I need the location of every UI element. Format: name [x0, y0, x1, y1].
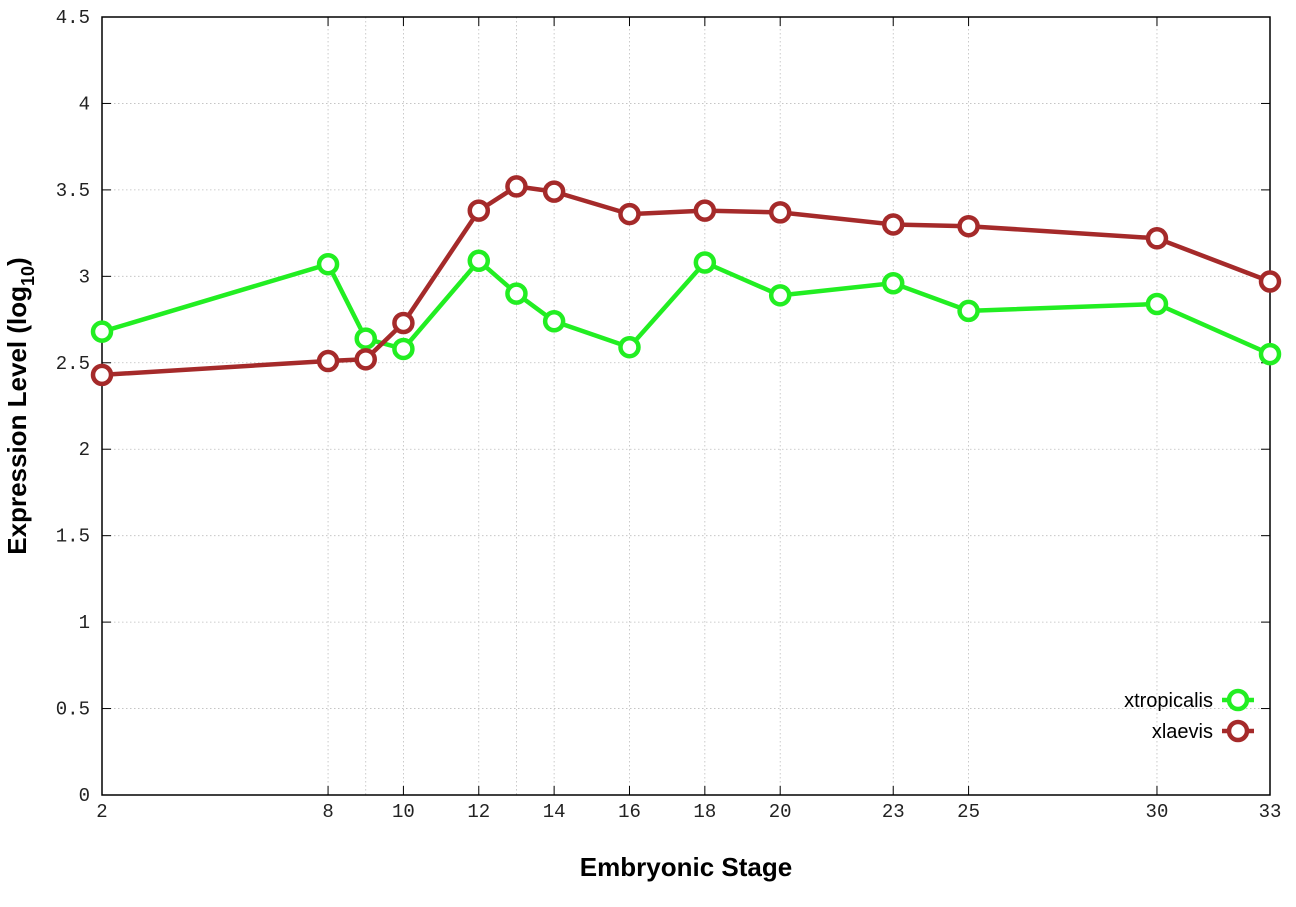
- y-tick-label: 1: [79, 612, 90, 634]
- x-tick-label: 12: [467, 801, 490, 823]
- y-tick-label: 2: [79, 439, 90, 461]
- data-point-xtropicalis: [392, 337, 415, 361]
- x-tick-label: 20: [769, 801, 792, 823]
- data-point-xtropicalis: [354, 327, 377, 350]
- y-tick-label: 4: [79, 93, 90, 115]
- data-point-xtropicalis: [618, 335, 641, 359]
- legend-label-xlaevis: xlaevis: [1152, 721, 1213, 743]
- y-axis-title-subscript: 10: [18, 266, 38, 286]
- data-point-xtropicalis: [467, 249, 491, 273]
- data-point-xtropicalis: [316, 252, 340, 276]
- x-tick-label: 14: [543, 801, 566, 823]
- x-axis-title: Embryonic Stage: [580, 852, 792, 882]
- data-point-xlaevis: [957, 214, 980, 238]
- plot-frame: [101, 16, 1271, 796]
- y-tick-label: 0.5: [56, 699, 90, 721]
- data-point-xlaevis: [1258, 270, 1282, 293]
- data-point-xlaevis: [392, 311, 415, 335]
- y-axis-title: Expression Level (log10): [2, 257, 38, 554]
- data-point-xlaevis: [90, 363, 114, 387]
- data-point-xlaevis: [1145, 227, 1169, 250]
- x-tick-label: 8: [322, 801, 333, 823]
- data-point-xlaevis: [768, 201, 792, 224]
- series-line-xtropicalis: [101, 258, 1271, 357]
- legend-marker-xlaevis: [1226, 719, 1250, 743]
- y-axis-title-main: Expression Level (log: [2, 286, 32, 555]
- data-point-xtropicalis: [505, 282, 528, 305]
- y-tick-label: 1.5: [56, 526, 90, 548]
- data-point-xtropicalis: [90, 320, 114, 343]
- data-point-xtropicalis: [693, 251, 717, 274]
- y-axis-title-close: ): [2, 257, 32, 266]
- legend-label-xtropicalis: xtropicalis: [1124, 690, 1213, 712]
- y-tick-label: 4.5: [56, 7, 90, 29]
- data-point-xlaevis: [881, 213, 905, 236]
- data-point-xtropicalis: [881, 271, 905, 295]
- x-tick-label: 18: [693, 801, 716, 823]
- data-point-xlaevis: [316, 349, 340, 373]
- data-point-xlaevis: [505, 175, 528, 198]
- axis-ticks: 0 0.5 1 1.5 2 2.5 3 3.5 4 4.5 2 8 10 12 14 16 18 20 23 25 30…: [56, 7, 1282, 823]
- legend-marker-xtropicalis: [1226, 688, 1250, 712]
- grid-lines: [102, 17, 1270, 795]
- data-point-xlaevis: [467, 199, 491, 222]
- data-point-xlaevis: [618, 202, 641, 226]
- data-point-xtropicalis: [542, 310, 566, 333]
- y-tick-label: 3.5: [56, 180, 90, 202]
- data-point-xlaevis: [354, 348, 377, 371]
- x-tick-label: 25: [957, 801, 980, 823]
- data-point-xtropicalis: [768, 284, 792, 307]
- x-tick-label: 30: [1146, 801, 1169, 823]
- x-tick-label: 10: [392, 801, 415, 823]
- x-tick-label: 23: [882, 801, 905, 823]
- legend: xtropicalis xlaevis: [1124, 688, 1254, 743]
- data-point-xtropicalis: [1258, 342, 1282, 366]
- x-tick-label: 2: [96, 801, 107, 823]
- data-point-xtropicalis: [957, 299, 980, 323]
- data-point-xlaevis: [542, 180, 566, 203]
- series-group: [90, 175, 1282, 387]
- data-point-xtropicalis: [1145, 292, 1169, 316]
- data-point-xlaevis: [693, 199, 717, 222]
- y-tick-label: 2.5: [56, 353, 90, 375]
- x-tick-label: 33: [1259, 801, 1282, 823]
- y-tick-label: 0: [79, 785, 90, 807]
- y-tick-label: 3: [79, 266, 90, 288]
- x-tick-label: 16: [618, 801, 641, 823]
